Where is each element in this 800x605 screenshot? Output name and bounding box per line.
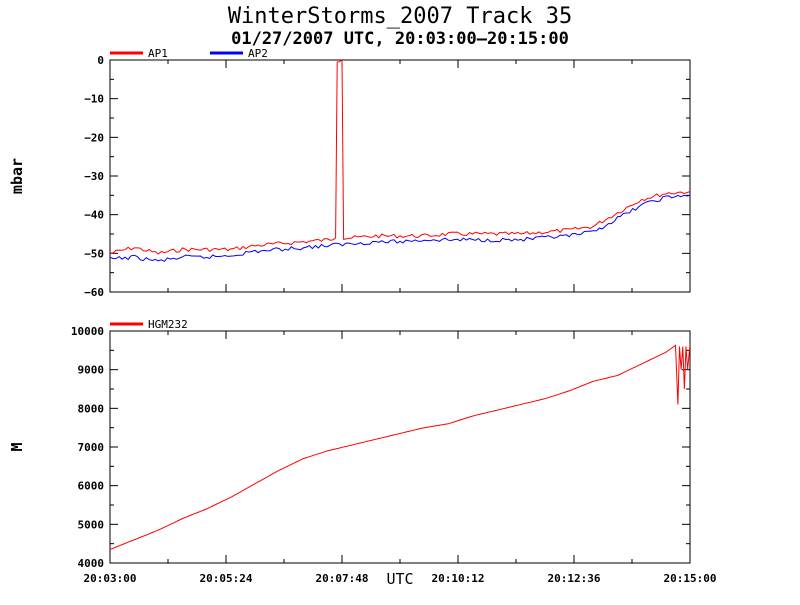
y-tick-label: 9000 [78,364,105,377]
y-tick-label: 0 [97,54,104,67]
plot-frame [109,330,691,564]
y-tick-label: 7000 [78,441,105,454]
legend-label-ap2: AP2 [248,47,268,60]
y-tick-label: 5000 [78,518,105,531]
x-tick-label: 20:12:36 [548,572,601,585]
panel-2 [109,322,691,564]
y-tick-label: 4000 [78,557,105,570]
plot-frame [109,59,691,293]
x-tick-label: 20:05:24 [200,572,253,585]
y-tick-label: 8000 [78,402,105,415]
x-tick-label: 20:07:48 [316,572,369,585]
y-axis-label: mbar [8,158,26,194]
y-tick-label: −30 [84,170,104,183]
y-tick-label: −20 [84,131,104,144]
y-tick-label: −50 [84,247,104,260]
x-axis-label: UTC [386,570,413,588]
panel-1 [109,51,691,293]
chart-title: WinterStorms_2007 Track 35 [227,4,573,29]
series-line-hgm232 [110,344,690,550]
y-tick-label: 10000 [71,325,104,338]
y-tick-label: −10 [84,93,104,106]
series-line-ap1 [110,59,690,255]
y-tick-label: −60 [84,286,104,299]
y-axis-label: M [8,442,26,451]
y-tick-label: 6000 [78,480,105,493]
x-tick-label: 20:03:00 [84,572,137,585]
x-tick-label: 20:10:12 [432,572,485,585]
y-tick-label: −40 [84,209,104,222]
chart-subtitle: 01/27/2007 UTC, 20:03:00–20:15:00 [231,29,569,49]
legend-label-hgm232: HGM232 [148,318,188,331]
x-tick-label: 20:15:00 [664,572,717,585]
legend-label-ap1: AP1 [148,47,168,60]
series-line-ap2 [110,194,690,263]
